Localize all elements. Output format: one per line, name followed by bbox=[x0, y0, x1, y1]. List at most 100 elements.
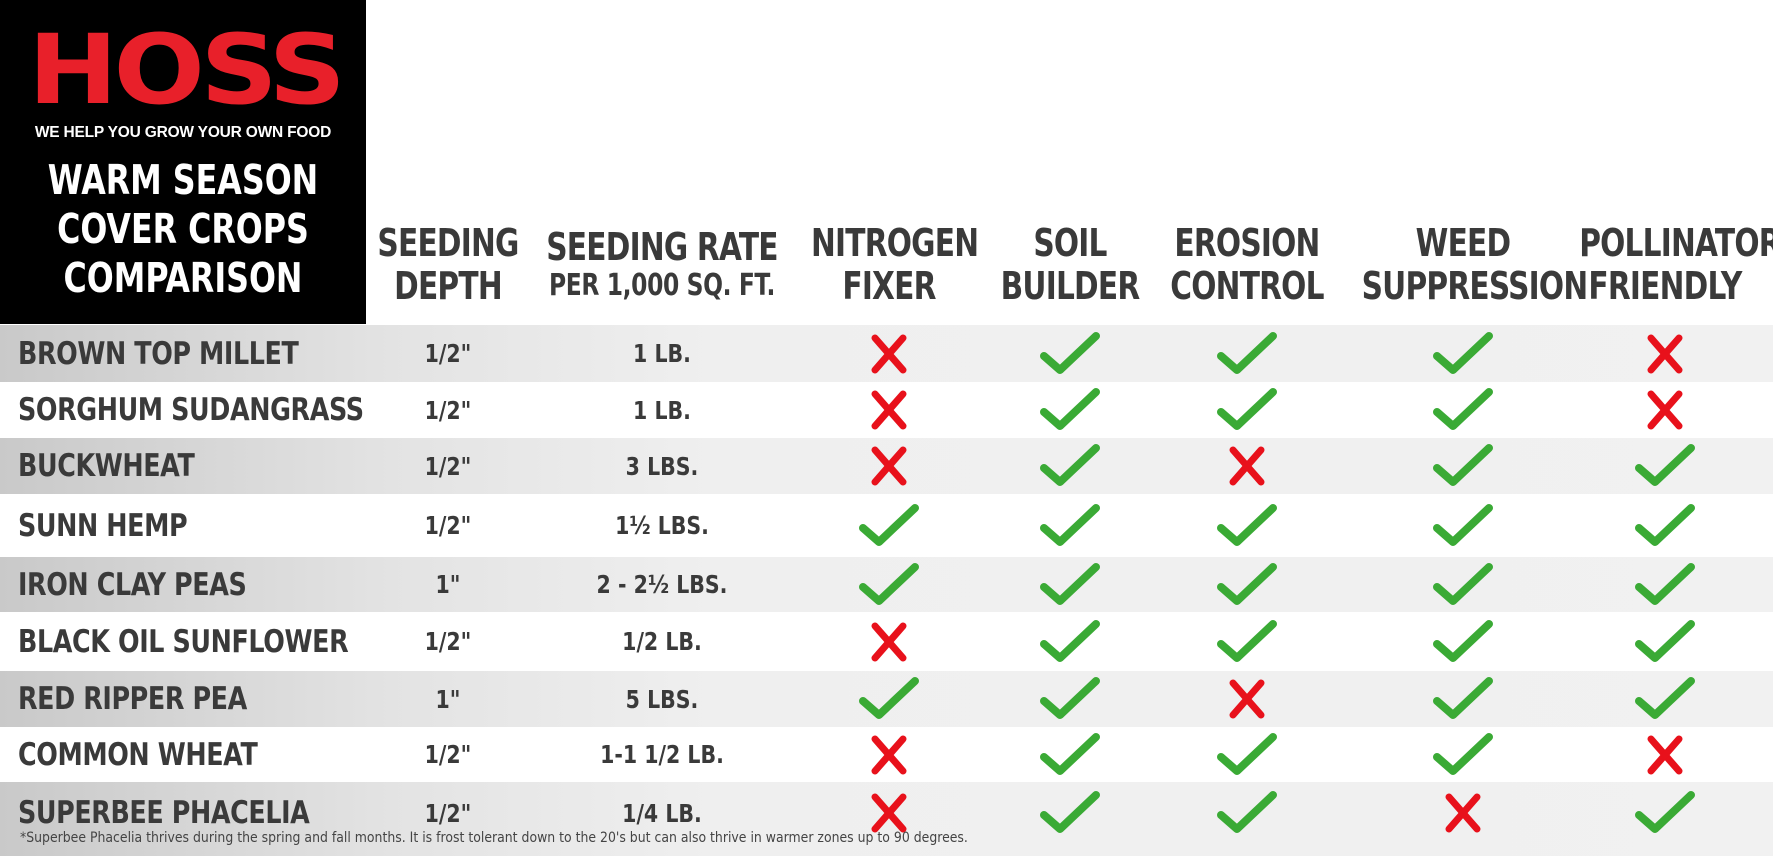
seeding-depth-value: 1/2" bbox=[424, 627, 472, 656]
header-line: SEEDING bbox=[377, 221, 519, 265]
crop-name: IRON CLAY PEAS bbox=[18, 566, 247, 603]
table-row: SUPERBEE PHACELIA 1/2" 1/4 LB. bbox=[0, 782, 1773, 856]
header-line: WEED bbox=[1415, 221, 1511, 265]
crop-name: BROWN TOP MILLET bbox=[18, 335, 299, 372]
chart-title: WARM SEASON COVER CROPS COMPARISON bbox=[26, 156, 341, 303]
header-nitrogen-fixer: NITROGEN FIXER bbox=[811, 221, 979, 308]
cross-icon-nitrogen bbox=[849, 325, 929, 382]
header-line: FIXER bbox=[842, 264, 936, 308]
table-row: COMMON WHEAT 1/2" 1-1 1/2 LB. bbox=[0, 728, 1773, 781]
check-icon-pollinator bbox=[1625, 782, 1705, 844]
check-icon-weed bbox=[1423, 438, 1503, 494]
cross-icon-nitrogen bbox=[849, 728, 929, 781]
check-icon-weed bbox=[1423, 613, 1503, 670]
header-line: SOIL bbox=[1033, 221, 1107, 265]
check-icon-erosion bbox=[1207, 557, 1287, 612]
seeding-depth-value: 1" bbox=[435, 684, 461, 714]
check-icon-erosion bbox=[1207, 325, 1287, 382]
seeding-depth-value: 1/2" bbox=[424, 740, 472, 769]
crop-name: SORGHUM SUDANGRASS bbox=[18, 392, 364, 428]
check-icon-weed bbox=[1423, 325, 1503, 382]
header-seeding-depth: SEEDING DEPTH bbox=[370, 222, 526, 308]
check-icon-soil bbox=[1030, 671, 1110, 727]
crop-name: BUCKWHEAT bbox=[18, 448, 195, 484]
header-line: CONTROL bbox=[1170, 264, 1324, 308]
cross-icon-nitrogen bbox=[849, 782, 929, 844]
seeding-rate-value: 1 LB. bbox=[633, 395, 691, 425]
header-line: SUPPRESSION bbox=[1361, 264, 1589, 308]
check-icon-soil bbox=[1030, 782, 1110, 844]
table-row: BROWN TOP MILLET 1/2" 1 LB. bbox=[0, 325, 1773, 382]
crop-name: RED RIPPER PEA bbox=[18, 681, 247, 717]
chart-title-line: COMPARISON bbox=[63, 254, 303, 302]
check-icon-erosion bbox=[1207, 613, 1287, 670]
header-seeding-rate: SEEDING RATE PER 1,000 SQ. FT. bbox=[537, 226, 787, 303]
crop-name: SUNN HEMP bbox=[18, 507, 188, 544]
check-icon-erosion bbox=[1207, 383, 1287, 437]
table-row: SUNN HEMP 1/2" 1½ LBS. bbox=[0, 495, 1773, 556]
table-row: BLACK OIL SUNFLOWER 1/2" 1/2 LB. bbox=[0, 613, 1773, 670]
header-line: POLLINATOR bbox=[1579, 221, 1773, 265]
check-icon-nitrogen bbox=[849, 495, 929, 556]
check-icon-soil bbox=[1030, 613, 1110, 670]
seeding-depth-value: 1/2" bbox=[424, 798, 472, 828]
check-icon-soil bbox=[1030, 557, 1110, 612]
seeding-rate-value: 1 LB. bbox=[633, 339, 691, 368]
header-line: EROSION bbox=[1174, 221, 1320, 265]
check-icon-nitrogen bbox=[849, 671, 929, 727]
chart-title-line: COVER CROPS bbox=[57, 205, 309, 253]
check-icon-weed bbox=[1423, 383, 1503, 437]
table-row: SORGHUM SUDANGRASS 1/2" 1 LB. bbox=[0, 383, 1773, 437]
brand-tagline: WE HELP YOU GROW YOUR OWN FOOD bbox=[34, 124, 332, 141]
header-erosion-control: EROSION CONTROL bbox=[1161, 222, 1333, 308]
check-icon-pollinator bbox=[1625, 438, 1705, 494]
check-icon-soil bbox=[1030, 438, 1110, 494]
check-icon-erosion bbox=[1207, 495, 1287, 556]
header-line: SEEDING RATE bbox=[546, 225, 778, 269]
seeding-rate-value: 5 LBS. bbox=[625, 684, 699, 714]
cross-icon-pollinator bbox=[1625, 728, 1705, 781]
cross-icon-nitrogen bbox=[849, 613, 929, 670]
cross-icon-pollinator bbox=[1625, 325, 1705, 382]
seeding-rate-value: 1-1 1/2 LB. bbox=[600, 740, 724, 769]
seeding-rate-value: 1/2 LB. bbox=[622, 627, 702, 656]
cross-icon-pollinator bbox=[1625, 383, 1705, 437]
check-icon-erosion bbox=[1207, 728, 1287, 781]
check-icon-weed bbox=[1423, 557, 1503, 612]
check-icon-weed bbox=[1423, 728, 1503, 781]
header-soil-builder: SOIL BUILDER bbox=[992, 222, 1148, 308]
cross-icon-nitrogen bbox=[849, 383, 929, 437]
check-icon-soil bbox=[1030, 383, 1110, 437]
seeding-rate-value: 1/4 LB. bbox=[622, 798, 702, 828]
header-line: FRIENDLY bbox=[1588, 264, 1742, 308]
header-pollinator-friendly: POLLINATOR FRIENDLY bbox=[1579, 221, 1773, 308]
check-icon-soil bbox=[1030, 728, 1110, 781]
seeding-depth-value: 1/2" bbox=[424, 339, 472, 368]
seeding-depth-value: 1/2" bbox=[424, 511, 472, 540]
header-line: NITROGEN bbox=[811, 221, 979, 265]
check-icon-nitrogen bbox=[849, 557, 929, 612]
cross-icon-nitrogen bbox=[849, 438, 929, 494]
check-icon-soil bbox=[1030, 495, 1110, 556]
header-line: DEPTH bbox=[394, 264, 502, 308]
check-icon-erosion bbox=[1207, 782, 1287, 844]
check-icon-weed bbox=[1423, 495, 1503, 556]
table-row: IRON CLAY PEAS 1" 2 - 2½ LBS. bbox=[0, 557, 1773, 612]
seeding-rate-value: 1½ LBS. bbox=[615, 511, 709, 540]
table-row: BUCKWHEAT 1/2" 3 LBS. bbox=[0, 438, 1773, 494]
cross-icon-erosion bbox=[1207, 671, 1287, 727]
table-row: RED RIPPER PEA 1" 5 LBS. bbox=[0, 671, 1773, 727]
check-icon-weed bbox=[1423, 671, 1503, 727]
check-icon-pollinator bbox=[1625, 495, 1705, 556]
footnote: *Superbee Phacelia thrives during the sp… bbox=[20, 830, 968, 846]
cross-icon-erosion bbox=[1207, 438, 1287, 494]
seeding-rate-value: 2 - 2½ LBS. bbox=[596, 570, 728, 599]
crop-name: BLACK OIL SUNFLOWER bbox=[18, 623, 349, 660]
seeding-rate-value: 3 LBS. bbox=[625, 451, 699, 481]
hoss-logo: HOSS bbox=[28, 14, 346, 126]
header-line: PER 1,000 SQ. FT. bbox=[549, 268, 775, 303]
brand-panel: HOSS WE HELP YOU GROW YOUR OWN FOOD WARM… bbox=[0, 0, 366, 324]
chart-title-line: WARM SEASON bbox=[47, 156, 319, 204]
cross-icon-weed bbox=[1423, 782, 1503, 844]
seeding-depth-value: 1/2" bbox=[424, 451, 472, 481]
